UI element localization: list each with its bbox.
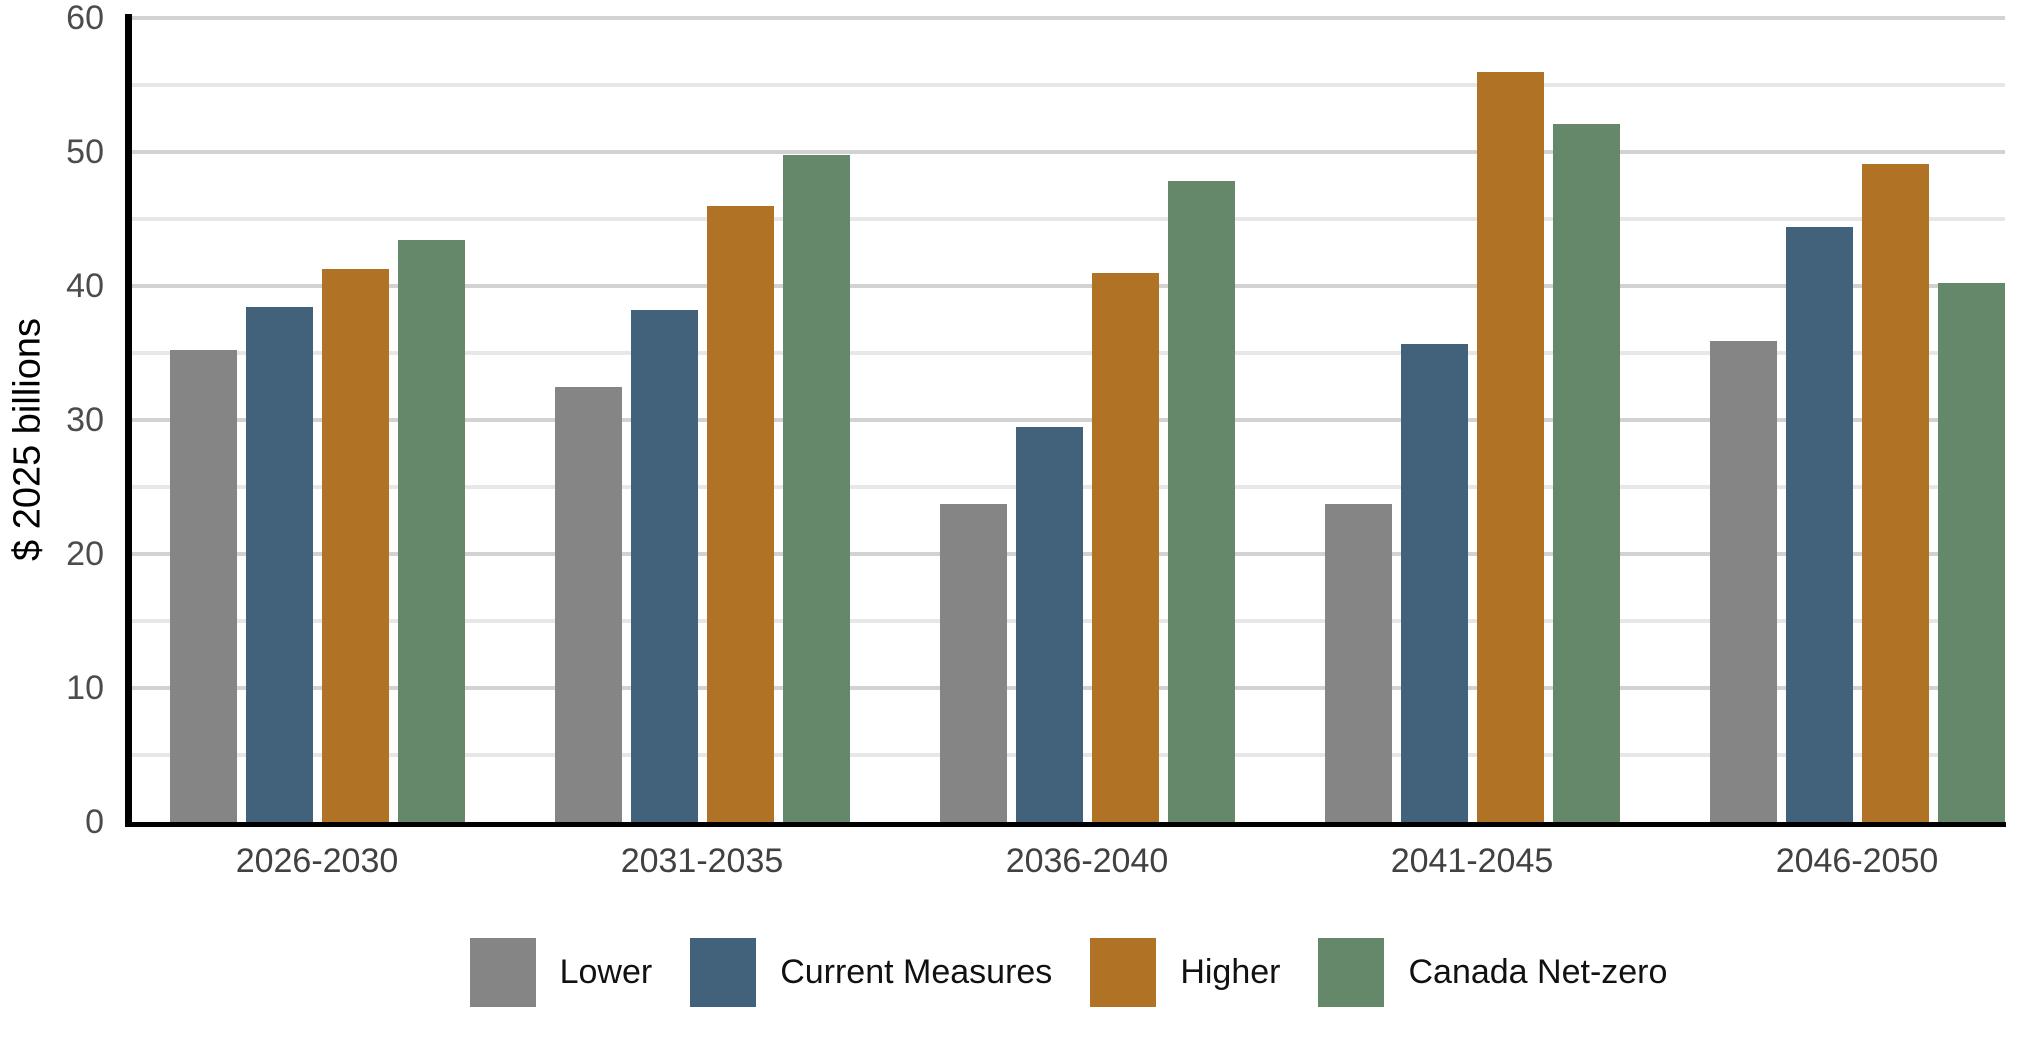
- legend-swatch: [1318, 938, 1385, 1007]
- bar-2026-2030-lower: [170, 350, 237, 822]
- bar-2041-2045-lower: [1325, 504, 1392, 822]
- legend-label: Current Measures: [780, 953, 1053, 991]
- minor-gridline-45: [132, 217, 2005, 221]
- y-tick-label-50: 50: [66, 133, 104, 171]
- legend-swatch: [1090, 938, 1157, 1007]
- bar-2041-2045-higher: [1477, 72, 1544, 822]
- legend-item-lower: Lower: [469, 938, 653, 1007]
- x-tick-label-2031-2035: 2031-2035: [620, 842, 784, 880]
- y-tick-label-10: 10: [66, 669, 104, 707]
- legend-label: Higher: [1180, 953, 1281, 991]
- major-gridline-60: [132, 16, 2005, 20]
- y-tick-label-30: 30: [66, 401, 104, 439]
- bar-2046-2050-lower: [1710, 341, 1777, 822]
- bar-2036-2040-higher: [1092, 273, 1159, 822]
- legend-item-canada-net-zero: Canada Net-zero: [1318, 938, 1667, 1007]
- legend: Lower Current Measures Higher Canada Net-ze…: [132, 938, 2005, 1007]
- bar-2046-2050-canada-net-zero: [1938, 283, 2005, 822]
- bar-2031-2035-higher: [707, 206, 774, 822]
- major-gridline-50: [132, 150, 2005, 154]
- major-gridline-40: [132, 284, 2005, 288]
- bar-2036-2040-canada-net-zero: [1168, 181, 1235, 822]
- bar-2026-2030-higher: [322, 269, 389, 822]
- y-tick-label-40: 40: [66, 267, 104, 305]
- major-gridline-30: [132, 418, 2005, 422]
- bar-2036-2040-lower: [940, 504, 1007, 822]
- bar-2036-2040-current-measures: [1016, 427, 1083, 822]
- minor-gridline-55: [132, 83, 2005, 87]
- bar-2031-2035-current-measures: [631, 310, 698, 822]
- x-tick-label-2036-2040: 2036-2040: [1005, 842, 1169, 880]
- x-tick-label-2041-2045: 2041-2045: [1390, 842, 1554, 880]
- bar-2026-2030-canada-net-zero: [398, 240, 465, 822]
- legend-label: Lower: [559, 953, 653, 991]
- bar-2031-2035-canada-net-zero: [783, 155, 850, 822]
- x-axis-line: [125, 822, 2006, 827]
- bar-2041-2045-current-measures: [1401, 344, 1468, 822]
- legend-item-current-measures: Current Measures: [690, 938, 1052, 1007]
- minor-gridline-35: [132, 351, 2005, 355]
- legend-label: Canada Net-zero: [1408, 953, 1668, 991]
- bar-2041-2045-canada-net-zero: [1553, 124, 1620, 822]
- y-tick-label-20: 20: [66, 535, 104, 573]
- bar-2031-2035-lower: [555, 387, 622, 823]
- legend-item-higher: Higher: [1090, 938, 1280, 1007]
- bar-2046-2050-higher: [1862, 164, 1929, 822]
- bar-2046-2050-current-measures: [1786, 227, 1853, 822]
- y-tick-label-60: 60: [66, 0, 104, 37]
- x-tick-label-2026-2030: 2026-2030: [235, 842, 399, 880]
- x-tick-label-2046-2050: 2046-2050: [1775, 842, 1939, 880]
- legend-swatch: [469, 938, 536, 1007]
- legend-swatch: [690, 938, 757, 1007]
- bar-2026-2030-current-measures: [246, 307, 313, 822]
- y-axis-line: [125, 14, 132, 827]
- y-tick-label-0: 0: [85, 803, 104, 841]
